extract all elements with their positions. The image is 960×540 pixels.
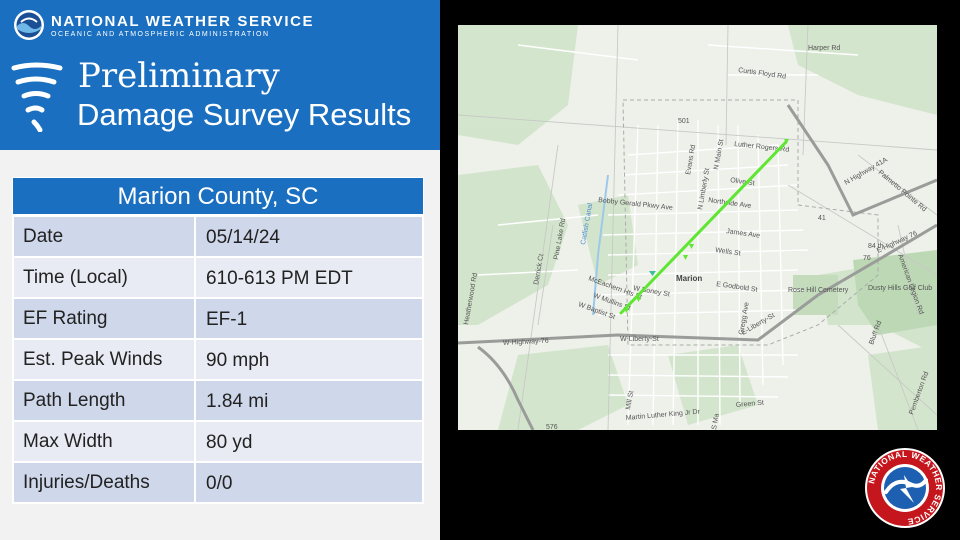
row-value: 90 mph bbox=[194, 338, 424, 381]
map-label-w-liberty-st: W-Liberty-St bbox=[620, 336, 659, 343]
map-label-harper-rd: Harper Rd bbox=[808, 45, 840, 52]
tornado-track-map: Harper Rd Curtis Floyd Rd 501 Luther Rog… bbox=[458, 25, 937, 430]
map-label-mill-st: Mill St bbox=[625, 390, 635, 410]
map-label-green-st: Green St bbox=[736, 400, 765, 409]
noaa-logo bbox=[14, 10, 44, 40]
route-shield-576: 576 bbox=[546, 424, 558, 430]
row-value: 1.84 mi bbox=[194, 379, 424, 422]
map-label-w-highway-76: W-Highway-76 bbox=[503, 338, 549, 347]
map-label-marion: Marion bbox=[676, 274, 702, 283]
route-shield-41: 41 bbox=[818, 215, 826, 222]
map-label-james-ave: James Ave bbox=[726, 228, 761, 240]
agency-name: NATIONAL WEATHER SERVICE bbox=[51, 13, 315, 30]
map-label-olive-st: Olive St bbox=[730, 177, 755, 187]
highways bbox=[458, 104, 937, 430]
nws-logo: NATIONAL WEATHER SERVICE bbox=[865, 448, 945, 528]
table-row: Date 05/14/24 bbox=[12, 215, 424, 258]
row-value: EF-1 bbox=[194, 297, 424, 340]
map-canvas: Harper Rd Curtis Floyd Rd 501 Luther Rog… bbox=[458, 25, 937, 430]
table-row: Time (Local) 610-613 PM EDT bbox=[12, 256, 424, 299]
row-label: EF Rating bbox=[12, 297, 196, 340]
map-label-84th: 84 th bbox=[868, 243, 884, 250]
table-row: Injuries/Deaths 0/0 bbox=[12, 461, 424, 504]
map-label-dusty-hills-golf-club: Dusty Hills Golf Club bbox=[868, 285, 932, 292]
tornado-icon bbox=[11, 62, 63, 132]
row-label: Injuries/Deaths bbox=[12, 461, 196, 504]
row-label: Max Width bbox=[12, 420, 196, 463]
town-limits bbox=[622, 99, 879, 346]
agency-subtitle: OCEANIC AND ATMOSPHERIC ADMINISTRATION bbox=[51, 31, 270, 38]
map-label-rose-hill-cemetery: Rose Hill Cemetery bbox=[788, 287, 849, 294]
table-row: EF Rating EF-1 bbox=[12, 297, 424, 340]
marker-teal bbox=[649, 271, 656, 276]
info-panel: NATIONAL WEATHER SERVICE OCEANIC AND ATM… bbox=[0, 0, 440, 540]
damage-points bbox=[624, 139, 789, 313]
survey-table: Date 05/14/24 Time (Local) 610-613 PM EDT EF… bbox=[12, 215, 424, 504]
route-shield-501: 501 bbox=[678, 118, 690, 125]
map-label-s-main: S Ma bbox=[711, 413, 721, 430]
tornado-track-line bbox=[619, 140, 788, 315]
catfish-canal bbox=[592, 174, 609, 316]
minor-roads bbox=[458, 25, 937, 430]
row-value: 80 yd bbox=[194, 420, 424, 463]
table-row: Path Length 1.84 mi bbox=[12, 379, 424, 422]
table-row: Max Width 80 yd bbox=[12, 420, 424, 463]
street-grid bbox=[477, 44, 859, 426]
row-label: Date bbox=[12, 215, 196, 258]
row-label: Time (Local) bbox=[12, 256, 196, 299]
golf-course-area bbox=[853, 250, 937, 335]
row-label: Path Length bbox=[12, 379, 196, 422]
header-banner: NATIONAL WEATHER SERVICE OCEANIC AND ATM… bbox=[0, 0, 440, 150]
row-value: 05/14/24 bbox=[194, 215, 424, 258]
row-label: Est. Peak Winds bbox=[12, 338, 196, 381]
county-title: Marion County, SC bbox=[12, 177, 424, 215]
table-row: Est. Peak Winds 90 mph bbox=[12, 338, 424, 381]
route-shield-76: 76 bbox=[863, 255, 871, 262]
page-title: Preliminary bbox=[78, 56, 280, 96]
page-subtitle: Damage Survey Results bbox=[77, 97, 412, 132]
map-label-wells-st: Wells St bbox=[715, 247, 741, 257]
row-value: 610-613 PM EDT bbox=[194, 256, 424, 299]
row-value: 0/0 bbox=[194, 461, 424, 504]
